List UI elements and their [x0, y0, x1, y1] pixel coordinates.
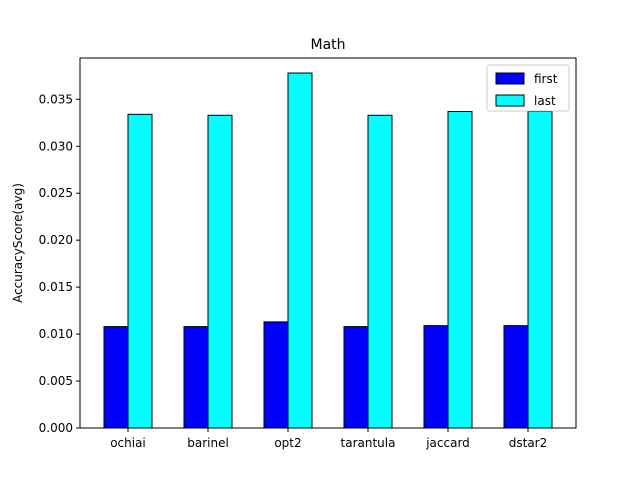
- bar-first-tarantula: [343, 326, 369, 429]
- y-tick-label: 0.035: [39, 92, 73, 106]
- plot-frame: [79, 57, 577, 429]
- bar-last-ochiai: [127, 113, 153, 429]
- bar-last-barinel: [207, 114, 233, 429]
- x-axis: ochiai barinel opt2 tarantula jaccard dstar2: [110, 428, 547, 450]
- bar-last-tarantula: [367, 114, 393, 429]
- bar-first-opt2: [263, 321, 289, 429]
- y-tick-label: 0.020: [39, 233, 73, 247]
- bar-last-dstar2: [527, 111, 553, 429]
- x-tick-label-tarantula: tarantula: [341, 436, 396, 450]
- legend-label-last: last: [534, 94, 556, 108]
- chart-title: Math: [310, 37, 345, 53]
- y-tick-label: 0.010: [39, 327, 73, 341]
- legend-label-first: first: [534, 72, 558, 86]
- y-tick-label: 0.025: [39, 186, 73, 200]
- y-tick-label: 0.000: [39, 421, 73, 435]
- bar-first-barinel: [183, 326, 209, 429]
- bars-group: [103, 72, 553, 429]
- y-tick-label: 0.030: [39, 139, 73, 153]
- x-tick-label-dstar2: dstar2: [509, 436, 548, 450]
- legend: first last: [486, 64, 570, 112]
- bar-first-jaccard: [423, 325, 449, 429]
- y-tick-label: 0.015: [39, 280, 73, 294]
- y-axis: 0.000 0.005 0.010 0.015 0.020 0.025 0.030 0.035: [39, 92, 80, 435]
- y-axis-label: AccuracyScore(avg): [11, 183, 25, 303]
- bar-first-dstar2: [503, 325, 529, 429]
- bar-first-ochiai: [103, 326, 129, 429]
- bar-last-jaccard: [447, 111, 473, 429]
- x-tick-label-barinel: barinel: [187, 436, 229, 450]
- y-tick-label: 0.005: [39, 374, 73, 388]
- x-tick-label-ochiai: ochiai: [110, 436, 146, 450]
- bar-last-opt2: [287, 72, 313, 429]
- legend-swatch-last: [495, 94, 525, 107]
- x-tick-label-opt2: opt2: [274, 436, 301, 450]
- x-tick-label-jaccard: jaccard: [425, 436, 470, 450]
- legend-swatch-first: [495, 72, 525, 85]
